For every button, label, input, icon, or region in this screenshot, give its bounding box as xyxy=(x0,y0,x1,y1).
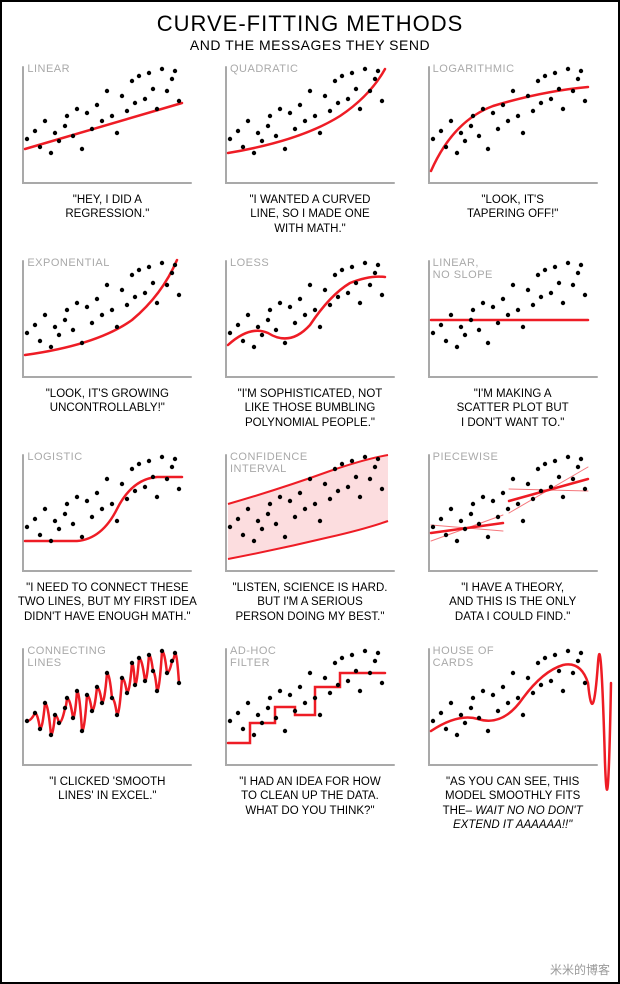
panel-caption: "LOOK, IT'S GROWING UNCONTROLLABLY!" xyxy=(42,385,173,443)
plot-connecting: CONNECTING LINES xyxy=(17,643,197,773)
panel-noslope: LINEAR, NO SLOPE "I'M MAKING A SCATTER P… xyxy=(415,255,610,443)
plot-label: QUADRATIC xyxy=(230,63,298,75)
plot-adhoc: AD-HOC FILTER xyxy=(220,643,400,773)
comic-page: CURVE-FITTING METHODS AND THE MESSAGES T… xyxy=(0,0,620,984)
plot-quadratic: QUADRATIC xyxy=(220,61,400,191)
panel-caption: "I'M SOPHISTICATED, NOT LIKE THOSE BUMBL… xyxy=(234,385,387,443)
panel-piecewise: PIECEWISE "I HAVE A THEORY, AND THIS IS … xyxy=(415,449,610,637)
plot-label: LOESS xyxy=(230,257,269,269)
panel-caption: "I WANTED A CURVED LINE, SO I MADE ONE W… xyxy=(245,191,374,249)
page-subtitle: AND THE MESSAGES THEY SEND xyxy=(10,37,610,53)
plot-logarithmic: LOGARITHMIC xyxy=(423,61,603,191)
plot-label: CONFIDENCE INTERVAL xyxy=(230,451,308,475)
plot-piecewise: PIECEWISE xyxy=(423,449,603,579)
plot-label: LOGARITHMIC xyxy=(433,63,515,75)
plot-label: LOGISTIC xyxy=(27,451,82,463)
panel-caption: "I HAD AN IDEA FOR HOW TO CLEAN UP THE D… xyxy=(235,773,384,831)
panel-exponential: EXPONENTIAL "LOOK, IT'S GROWING UNCONTRO… xyxy=(10,255,205,443)
panel-caption: "I'M MAKING A SCATTER PLOT BUT I DON'T W… xyxy=(453,385,573,443)
plot-linear: LINEAR xyxy=(17,61,197,191)
plot-label: CONNECTING LINES xyxy=(27,645,106,669)
panel-caption: "AS YOU CAN SEE, THIS MODEL SMOOTHLY FIT… xyxy=(439,773,587,833)
panel-caption: "I NEED TO CONNECT THESE TWO LINES, BUT … xyxy=(14,579,201,637)
panel-caption: "HEY, I DID A REGRESSION." xyxy=(61,191,153,249)
plot-loess: LOESS xyxy=(220,255,400,385)
plot-houseofcards: HOUSE OF CARDS xyxy=(423,643,603,773)
panel-confidence: CONFIDENCE INTERVAL "LISTEN, SCIENCE IS … xyxy=(213,449,408,637)
plot-label: LINEAR, NO SLOPE xyxy=(433,257,493,281)
panel-quadratic: QUADRATIC "I WANTED A CURVED LINE, SO I … xyxy=(213,61,408,249)
plot-exponential: EXPONENTIAL xyxy=(17,255,197,385)
panel-loess: LOESS "I'M SOPHISTICATED, NOT LIKE THOSE… xyxy=(213,255,408,443)
plot-label: EXPONENTIAL xyxy=(27,257,110,269)
panel-caption: "LOOK, IT'S TAPERING OFF!" xyxy=(463,191,562,249)
panel-grid: LINEAR "HEY, I DID A REGRESSION." QUADRA… xyxy=(10,61,610,833)
plot-label: PIECEWISE xyxy=(433,451,499,463)
watermark-text: 米米的博客 xyxy=(550,961,610,978)
plot-label: AD-HOC FILTER xyxy=(230,645,276,669)
panel-caption: "I HAVE A THEORY, AND THIS IS THE ONLY D… xyxy=(445,579,580,637)
panel-caption: "LISTEN, SCIENCE IS HARD. BUT I'M A SERI… xyxy=(229,579,392,637)
panel-linear: LINEAR "HEY, I DID A REGRESSION." xyxy=(10,61,205,249)
panel-houseofcards: HOUSE OF CARDS "AS YOU CAN SEE, THIS MOD… xyxy=(415,643,610,833)
plot-label: LINEAR xyxy=(27,63,70,75)
page-title: CURVE-FITTING METHODS xyxy=(10,12,610,35)
panel-logarithmic: LOGARITHMIC "LOOK, IT'S TAPERING OFF!" xyxy=(415,61,610,249)
plot-confidence: CONFIDENCE INTERVAL xyxy=(220,449,400,579)
plot-noslope: LINEAR, NO SLOPE xyxy=(423,255,603,385)
panel-adhoc: AD-HOC FILTER "I HAD AN IDEA FOR HOW TO … xyxy=(213,643,408,833)
panel-logistic: LOGISTIC "I NEED TO CONNECT THESE TWO LI… xyxy=(10,449,205,637)
plot-label: HOUSE OF CARDS xyxy=(433,645,494,669)
panel-caption: "I CLICKED 'SMOOTH LINES' IN EXCEL." xyxy=(45,773,169,831)
plot-logistic: LOGISTIC xyxy=(17,449,197,579)
panel-connecting: CONNECTING LINES "I CLICKED 'SMOOTH LINE… xyxy=(10,643,205,833)
